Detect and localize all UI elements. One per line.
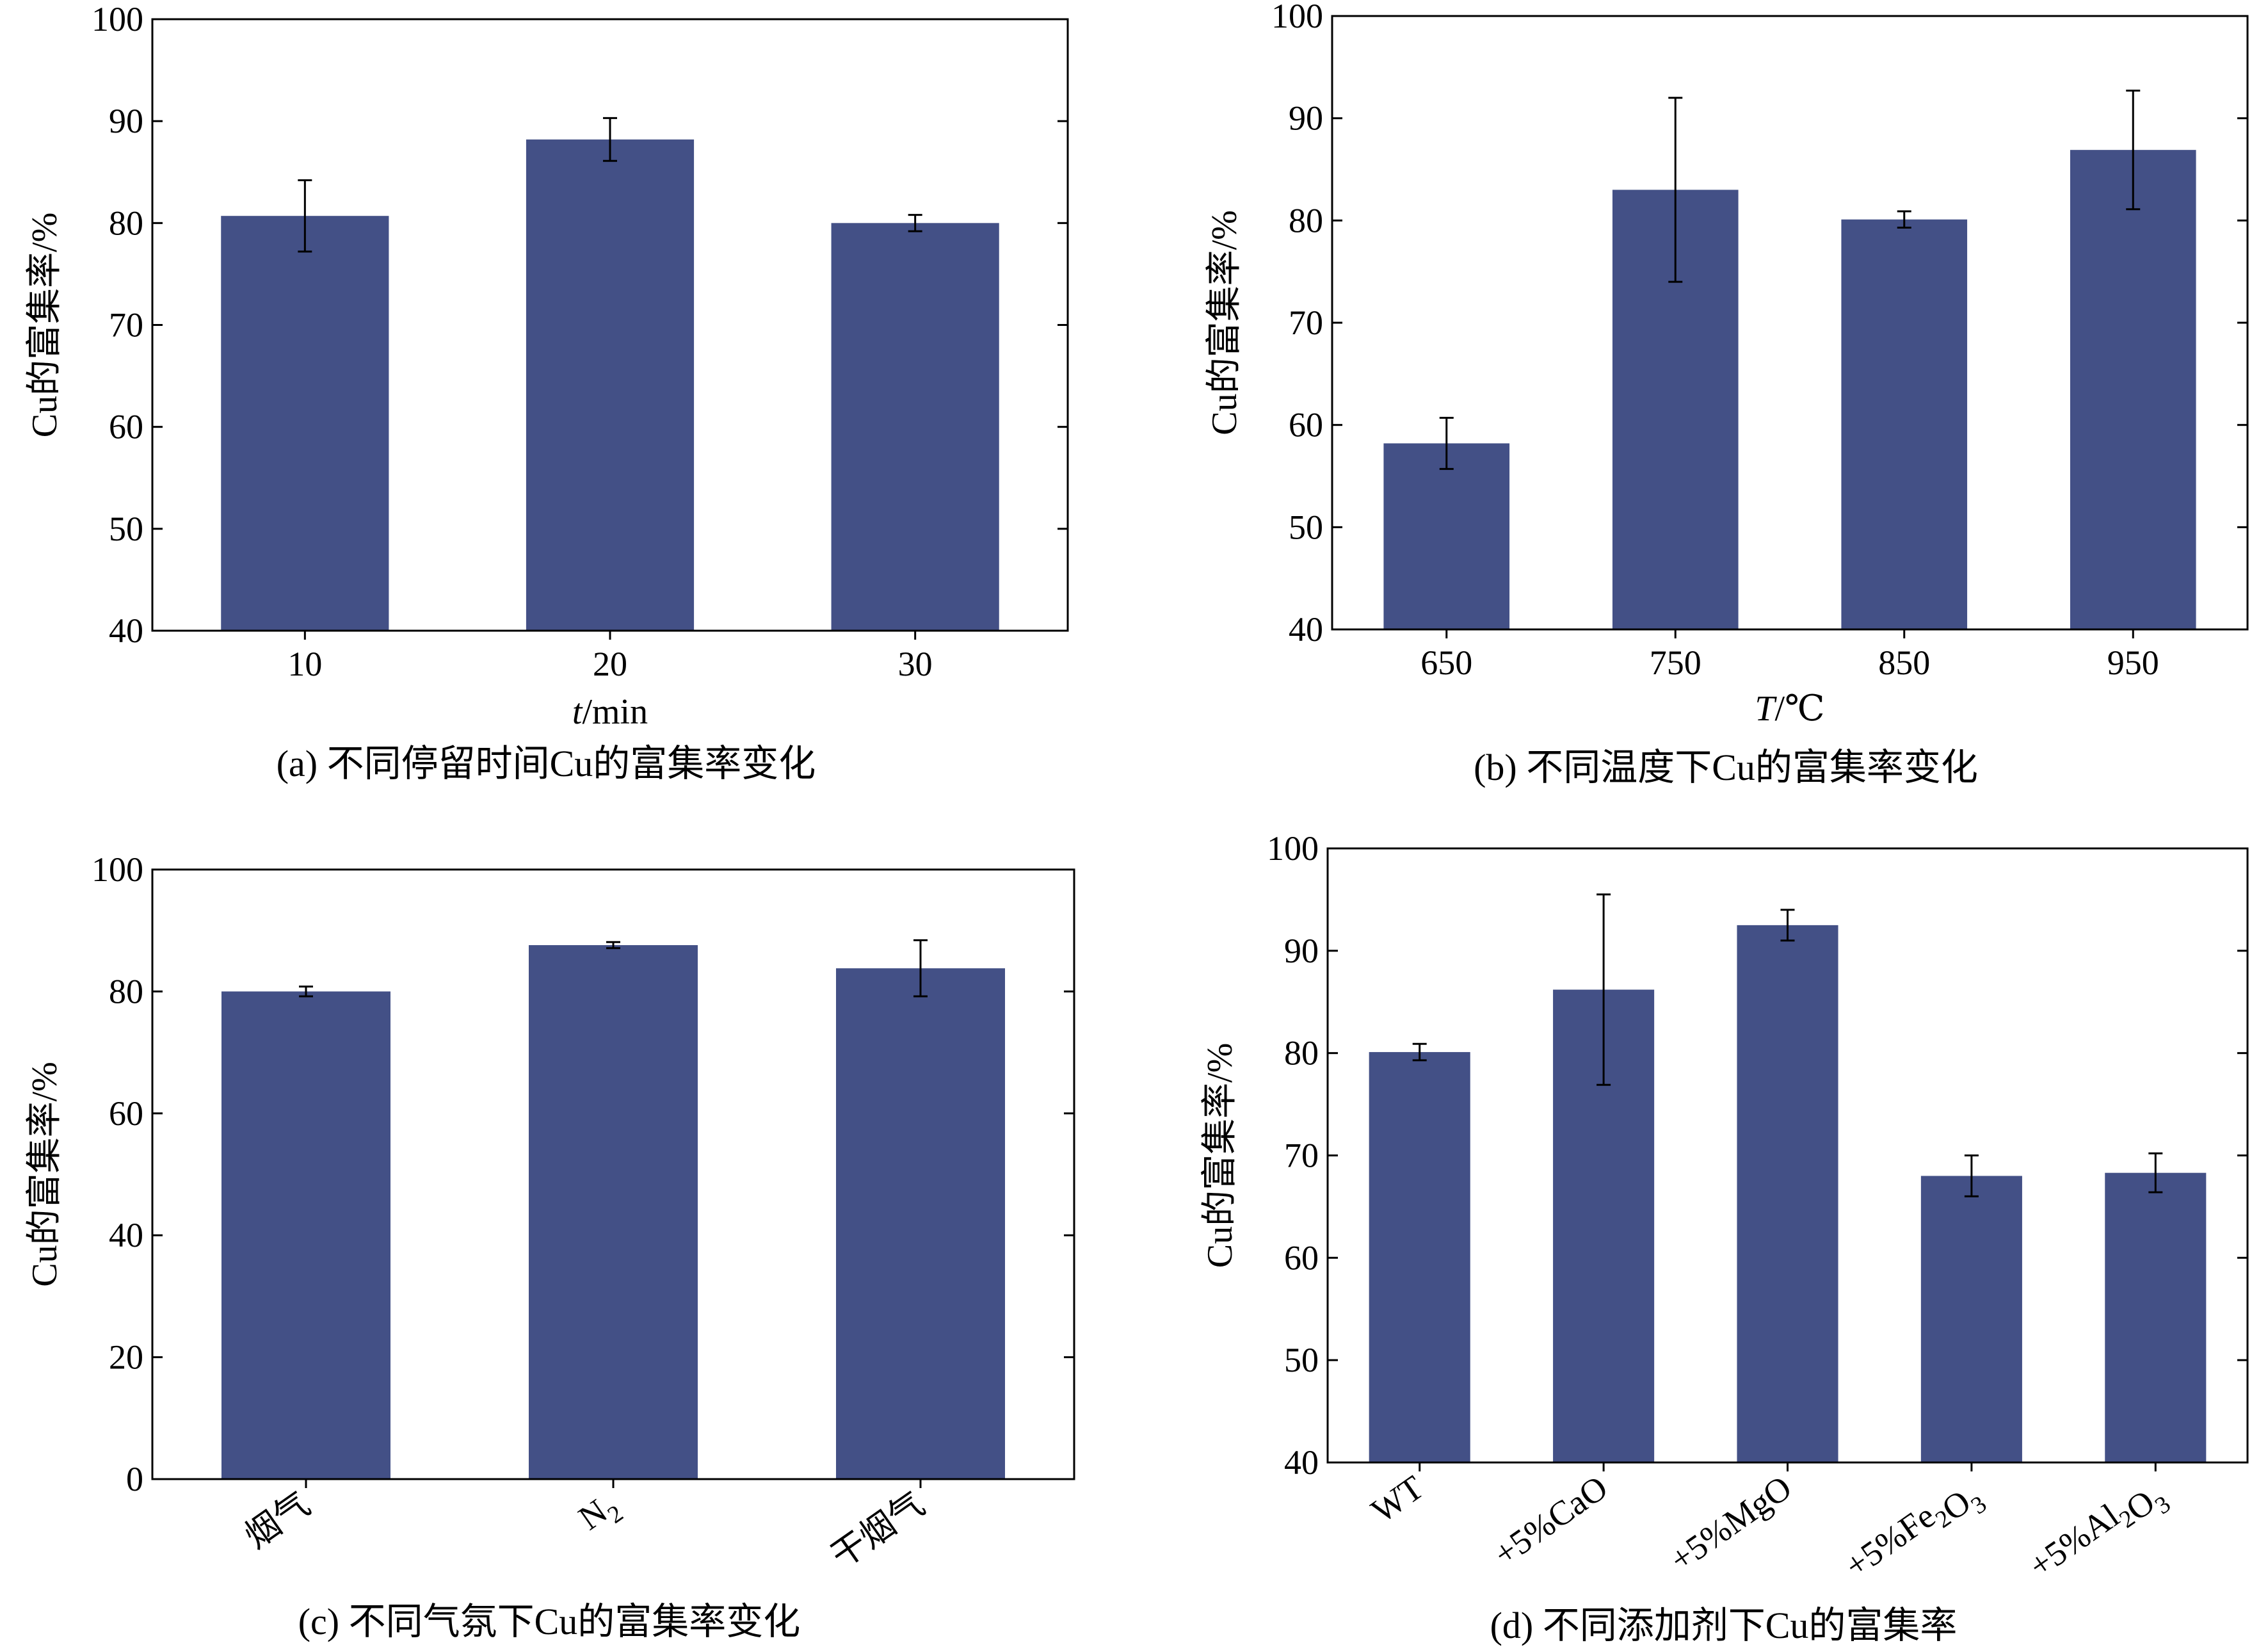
y-tick-label-c-0: 0 <box>126 1460 143 1498</box>
x-tick-label-d-2: +5%MgO <box>1663 1468 1799 1579</box>
chart-a: 10 20 30 40 50 60 70 80 90 100 Cu的富集率/% t/min (a) 不同… <box>25 0 1069 784</box>
bar-d-4 <box>2105 1172 2207 1462</box>
x-tick-label-d-4: +5%Al2O3 <box>2022 1468 2176 1599</box>
x-tick-label-c-0: 烟气 <box>238 1485 317 1556</box>
y-tick-label-a-6: 100 <box>92 0 143 38</box>
bar-d-3 <box>1920 1176 2022 1462</box>
chart-c-svg: 烟气 N2 干烟气 0 20 40 60 80 100 Cu的富集率/% (c) 不同气氛下Cu的富… <box>25 850 1075 1642</box>
y-tick-label-a-4: 80 <box>109 204 143 242</box>
x-tick-label-d-0: WT <box>1364 1468 1430 1530</box>
chart-b: 650 750 850 950 40 50 60 70 80 90 100 Cu的富集率/% T/℃ (b… <box>1205 0 2249 788</box>
caption-a: (a) 不同停留时间Cu的富集率变化 <box>277 743 816 784</box>
chart-b-svg: 650 750 850 950 40 50 60 70 80 90 100 Cu的富集率/% T/℃ (b… <box>1205 0 2249 788</box>
y-tick-label-a-3: 70 <box>109 306 143 344</box>
y-tick-label-b-0: 40 <box>1289 610 1323 649</box>
x-tick-label-b-2: 850 <box>1878 644 1930 682</box>
plot-frame-a <box>151 18 1069 632</box>
chart-d-svg: WT +5%CaO +5%MgO +5%Fe2O3 +5%Al2O3 40 50 60 70 80… <box>1200 829 2249 1646</box>
bar-c-2 <box>836 968 1005 1479</box>
caption-d: (d) 不同添加剂下Cu的富集率 <box>1490 1605 1958 1646</box>
y-tick-label-d-4: 80 <box>1284 1034 1319 1073</box>
y-tick-label-b-6: 100 <box>1271 0 1323 35</box>
y-tick-label-c-2: 40 <box>109 1216 143 1254</box>
plot-frame-c <box>151 868 1075 1480</box>
bar-d-0 <box>1369 1052 1470 1462</box>
y-tick-label-c-5: 100 <box>92 850 143 889</box>
x-axis-label-b: T/℃ <box>1755 689 1824 729</box>
chart-panel-d: WT +5%CaO +5%MgO +5%Fe2O3 +5%Al2O3 40 50 60 70 80… <box>1134 826 2267 1652</box>
x-tick-label-b-3: 950 <box>2107 644 2159 682</box>
x-tick-label-a-1: 20 <box>593 645 627 683</box>
x-tick-label-a-2: 30 <box>898 645 933 683</box>
y-tick-label-d-3: 70 <box>1284 1137 1319 1175</box>
bar-a-2 <box>831 223 999 631</box>
caption-c: (c) 不同气氛下Cu的富集率变化 <box>298 1601 801 1642</box>
x-axis-label-a: t/min <box>572 692 648 732</box>
y-tick-label-b-5: 90 <box>1289 99 1323 138</box>
y-tick-label-b-2: 60 <box>1289 406 1323 444</box>
bar-c-0 <box>221 991 390 1479</box>
y-tick-label-d-6: 100 <box>1267 829 1319 868</box>
y-tick-label-c-1: 20 <box>109 1338 143 1377</box>
chart-c: 烟气 N2 干烟气 0 20 40 60 80 100 Cu的富集率/% (c) 不同气氛下Cu的富… <box>25 850 1075 1642</box>
bar-c-1 <box>529 945 698 1479</box>
bar-a-0 <box>221 216 389 631</box>
chart-panel-a: 10 20 30 40 50 60 70 80 90 100 Cu的富集率/% t/min (a) 不同… <box>0 0 1134 826</box>
chart-panel-b: 650 750 850 950 40 50 60 70 80 90 100 Cu的富集率/% T/℃ (b… <box>1134 0 2267 826</box>
y-axis-label-c: Cu的富集率/% <box>25 1062 65 1287</box>
x-tick-label-c-2: 干烟气 <box>824 1485 931 1576</box>
y-axis-label-b: Cu的富集率/% <box>1205 210 1244 435</box>
y-tick-label-d-1: 50 <box>1284 1341 1319 1379</box>
x-tick-label-b-1: 750 <box>1650 644 1701 682</box>
y-tick-label-d-5: 90 <box>1284 932 1319 970</box>
y-tick-label-b-4: 80 <box>1289 201 1323 239</box>
x-tick-label-d-1: +5%CaO <box>1487 1468 1614 1574</box>
y-tick-label-b-3: 70 <box>1289 304 1323 342</box>
chart-a-svg: 10 20 30 40 50 60 70 80 90 100 Cu的富集率/% t/min (a) 不同… <box>25 0 1069 784</box>
chart-d: WT +5%CaO +5%MgO +5%Fe2O3 +5%Al2O3 40 50 60 70 80… <box>1200 829 2249 1646</box>
y-axis-label-a: Cu的富集率/% <box>25 213 65 438</box>
x-tick-label-a-0: 10 <box>287 645 322 683</box>
bar-d-2 <box>1737 925 1838 1462</box>
bar-b-0 <box>1383 443 1510 629</box>
y-tick-label-c-3: 60 <box>109 1094 143 1133</box>
y-tick-label-a-0: 40 <box>109 611 143 650</box>
y-tick-label-b-1: 50 <box>1289 508 1323 546</box>
y-tick-label-a-5: 90 <box>109 102 143 140</box>
caption-b: (b) 不同温度下Cu的富集率变化 <box>1474 747 1978 788</box>
y-tick-label-a-1: 50 <box>109 510 143 548</box>
y-axis-label-d: Cu的富集率/% <box>1200 1043 1240 1268</box>
plot-frame-b <box>1331 15 2249 631</box>
y-tick-label-d-0: 40 <box>1284 1443 1319 1482</box>
bar-b-3 <box>2070 150 2196 629</box>
chart-panel-c: 烟气 N2 干烟气 0 20 40 60 80 100 Cu的富集率/% (c) 不同气氛下Cu的富… <box>0 826 1134 1652</box>
bar-b-2 <box>1841 219 1968 629</box>
y-tick-label-d-2: 60 <box>1284 1238 1319 1277</box>
y-tick-label-c-4: 80 <box>109 972 143 1010</box>
y-tick-label-a-2: 60 <box>109 408 143 446</box>
x-tick-label-d-3: +5%Fe2O3 <box>1838 1468 1991 1599</box>
x-tick-label-b-0: 650 <box>1420 644 1472 682</box>
bar-a-1 <box>526 139 695 631</box>
plot-frame-d <box>1326 847 2249 1464</box>
x-tick-label-c-1: N2 <box>572 1485 628 1543</box>
